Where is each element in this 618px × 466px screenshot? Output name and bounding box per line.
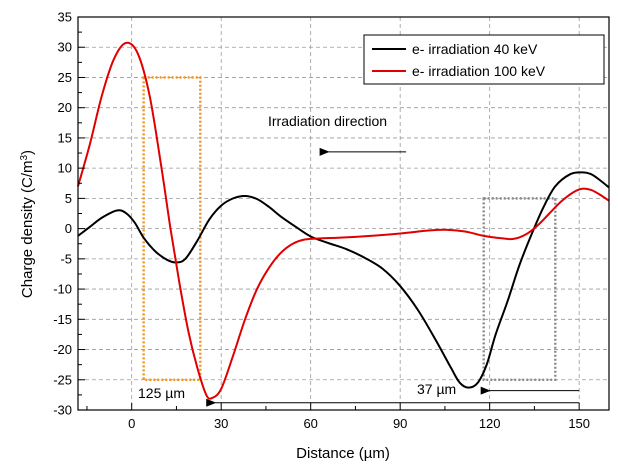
legend: e- irradiation 40 keV e- irradiation 100…	[363, 34, 605, 85]
x-tick-label: 120	[479, 416, 501, 431]
y-axis-label-superscript: 3	[19, 155, 30, 161]
y-tick-label: -30	[53, 403, 72, 418]
x-tick-label: 150	[568, 416, 590, 431]
arrows	[206, 147, 580, 407]
y-tick-label: -15	[53, 312, 72, 327]
highlight-boxes	[142, 76, 557, 381]
y-tick-label: 30	[58, 40, 72, 55]
legend-label-100kev: e- irradiation 100 keV	[412, 63, 546, 79]
legend-label-40kev: e- irradiation 40 keV	[412, 41, 538, 57]
y-tick-label: -5	[60, 251, 72, 266]
y-axis-label: Charge density (C/m3)	[19, 150, 37, 298]
y-tick-label: 5	[65, 191, 72, 206]
ticks: 0 30 60 90 120 150 -30 -25 -20 -15 -10 -5 0 5 10 15 20 25…	[53, 10, 590, 432]
y-tick-label: 15	[58, 130, 72, 145]
y-tick-label: 25	[58, 70, 72, 85]
x-tick-label: 0	[128, 416, 135, 431]
series-lines	[77, 41, 610, 400]
annotation-125um: 125 µm	[138, 385, 185, 401]
x-tick-label: 60	[303, 416, 317, 431]
y-tick-label: 10	[58, 161, 72, 176]
y-axis-label-main: Charge density (C/m	[19, 161, 36, 299]
legend-box	[363, 34, 605, 85]
y-tick-label: 35	[58, 10, 72, 25]
annotations: Irradiation direction 125 µm 37 µm	[138, 113, 456, 401]
series-line-1	[77, 41, 610, 400]
y-tick-label: -25	[53, 372, 72, 387]
y-tick-label: -20	[53, 342, 72, 357]
x-tick-label: 90	[393, 416, 407, 431]
y-axis-label-close: )	[19, 150, 36, 155]
annotation-irradiation-direction: Irradiation direction	[268, 113, 387, 129]
highlight-box-0	[142, 76, 202, 381]
series-line-0	[77, 171, 610, 389]
y-tick-label: 20	[58, 100, 72, 115]
y-tick-label: -10	[53, 282, 72, 297]
x-tick-label: 30	[214, 416, 228, 431]
y-tick-label: 0	[65, 221, 72, 236]
annotation-37um: 37 µm	[417, 381, 456, 397]
x-axis-label: Distance (µm)	[296, 445, 390, 462]
highlight-box-1	[482, 197, 557, 381]
